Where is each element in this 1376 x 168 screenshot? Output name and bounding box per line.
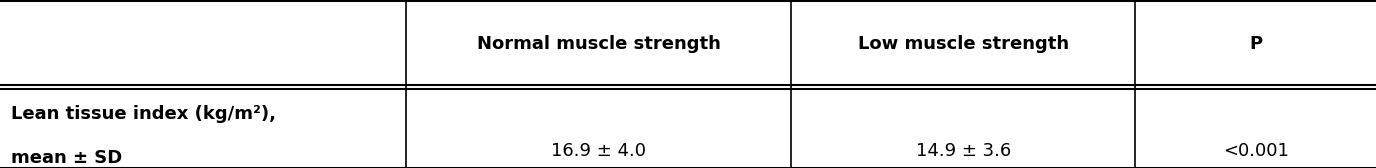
- Text: Low muscle strength: Low muscle strength: [857, 35, 1069, 53]
- Text: mean ± SD: mean ± SD: [11, 149, 122, 167]
- Text: Normal muscle strength: Normal muscle strength: [476, 35, 721, 53]
- Text: 14.9 ± 3.6: 14.9 ± 3.6: [915, 142, 1011, 160]
- Text: 16.9 ± 4.0: 16.9 ± 4.0: [550, 142, 647, 160]
- Text: Lean tissue index (kg/m²),: Lean tissue index (kg/m²),: [11, 105, 277, 123]
- Text: <0.001: <0.001: [1223, 142, 1288, 160]
- Text: P: P: [1249, 35, 1262, 53]
